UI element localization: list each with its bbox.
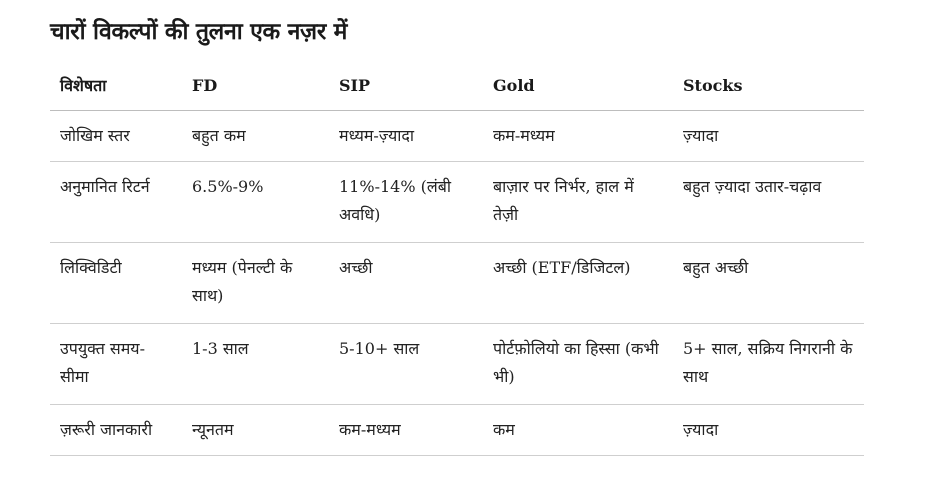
cell-sip: कम-मध्यम bbox=[329, 404, 483, 456]
cell-sip: अच्छी bbox=[329, 242, 483, 324]
cell-sip: मध्यम-ज़्यादा bbox=[329, 110, 483, 162]
cell-stocks: बहुत ज़्यादा उतार-चढ़ाव bbox=[673, 161, 864, 243]
table-row: अनुमानित रिटर्न 6.5%-9% 11%-14% (लंबी अव… bbox=[50, 161, 864, 243]
cell-sip: 11%-14% (लंबी अवधि) bbox=[329, 161, 483, 243]
table-row: जोखिम स्तर बहुत कम मध्यम-ज़्यादा कम-मध्य… bbox=[50, 110, 864, 162]
cell-stocks: 5+ साल, सक्रिय निगरानी के साथ bbox=[673, 323, 864, 405]
header-sip: SIP bbox=[329, 60, 483, 111]
table-row: लिक्विडिटी मध्यम (पेनल्टी के साथ) अच्छी … bbox=[50, 242, 864, 324]
cell-gold: बाज़ार पर निर्भर, हाल में तेज़ी bbox=[483, 161, 673, 243]
cell-stocks: ज़्यादा bbox=[673, 110, 864, 162]
row-label: उपयुक्त समय-सीमा bbox=[50, 323, 182, 405]
row-label: लिक्विडिटी bbox=[50, 242, 182, 324]
cell-gold: कम bbox=[483, 404, 673, 456]
table-row: उपयुक्त समय-सीमा 1-3 साल 5-10+ साल पोर्ट… bbox=[50, 323, 864, 405]
comparison-table: विशेषता FD SIP Gold Stocks जोखिम स्तर बह… bbox=[50, 60, 864, 456]
row-label: अनुमानित रिटर्न bbox=[50, 161, 182, 243]
row-label: जोखिम स्तर bbox=[50, 110, 182, 162]
table-header-row: विशेषता FD SIP Gold Stocks bbox=[50, 60, 864, 111]
header-feature: विशेषता bbox=[50, 60, 182, 111]
table-row: ज़रूरी जानकारी न्यूनतम कम-मध्यम कम ज़्या… bbox=[50, 404, 864, 456]
cell-stocks: बहुत अच्छी bbox=[673, 242, 864, 324]
cell-gold: कम-मध्यम bbox=[483, 110, 673, 162]
header-gold: Gold bbox=[483, 60, 673, 111]
header-stocks: Stocks bbox=[673, 60, 864, 111]
row-label: ज़रूरी जानकारी bbox=[50, 404, 182, 456]
cell-fd: 1-3 साल bbox=[182, 323, 329, 405]
cell-fd: बहुत कम bbox=[182, 110, 329, 162]
cell-fd: न्यूनतम bbox=[182, 404, 329, 456]
cell-gold: अच्छी (ETF/डिजिटल) bbox=[483, 242, 673, 324]
header-fd: FD bbox=[182, 60, 329, 111]
cell-stocks: ज़्यादा bbox=[673, 404, 864, 456]
cell-fd: 6.5%-9% bbox=[182, 161, 329, 243]
section-title: चारों विकल्पों की तुलना एक नज़र में bbox=[50, 19, 348, 45]
cell-gold: पोर्टफ़ोलियो का हिस्सा (कभी भी) bbox=[483, 323, 673, 405]
cell-sip: 5-10+ साल bbox=[329, 323, 483, 405]
cell-fd: मध्यम (पेनल्टी के साथ) bbox=[182, 242, 329, 324]
